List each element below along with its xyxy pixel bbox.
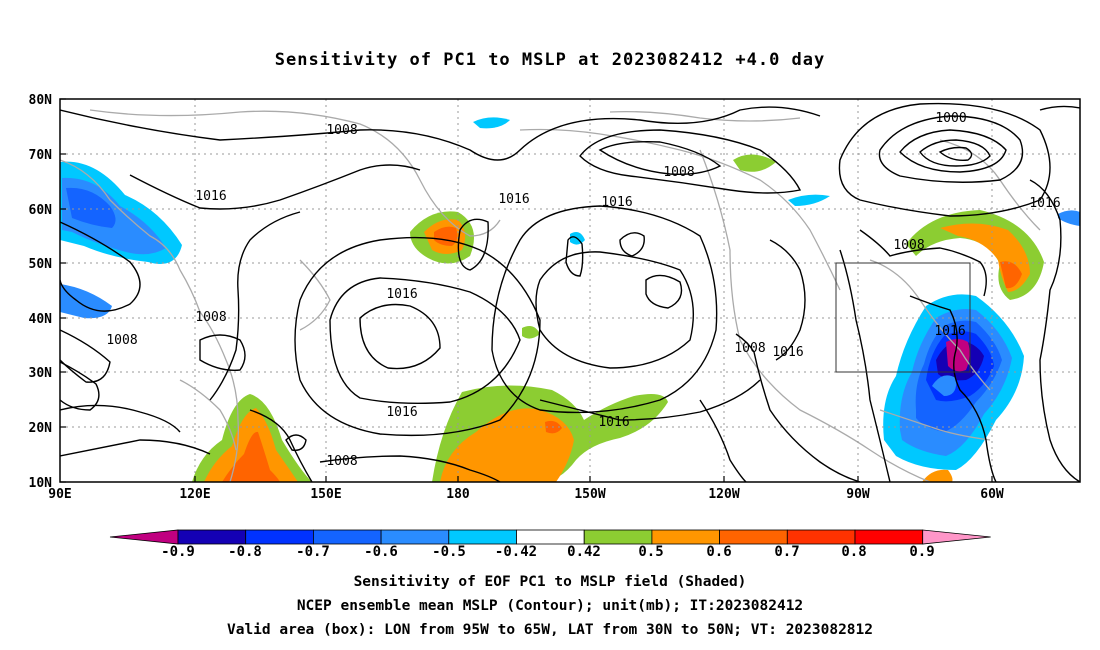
- colorbar-label: -0.42: [495, 544, 537, 560]
- contour-label: 1016: [1029, 196, 1060, 211]
- colorbar-label: -0.5: [432, 544, 466, 560]
- lon-label: 60W: [980, 487, 1004, 502]
- colorbar-label: 0.5: [638, 544, 663, 560]
- colorbar-label: 0.9: [909, 544, 934, 560]
- contour-label: 1016: [598, 415, 629, 430]
- longitude-labels: 90E 120E 150E 180 150W 120W 90W 60W: [48, 487, 1004, 502]
- positive-patch-alaska: [733, 154, 776, 172]
- contour-label: 1000: [935, 111, 966, 126]
- contour-label: 1016: [934, 324, 965, 339]
- contour-label: 1016: [195, 189, 226, 204]
- colorbar-swatch: [719, 529, 788, 545]
- colorbar-label: -0.7: [296, 544, 330, 560]
- colorbar-label: 0.42: [567, 544, 601, 560]
- negative-patch-atlantic: [1058, 210, 1080, 226]
- lon-label: 150E: [310, 487, 341, 502]
- lon-label: 120E: [179, 487, 210, 502]
- colorbar-labels: -0.9 -0.8 -0.7 -0.6 -0.5 -0.42 0.42 0.5 …: [161, 544, 935, 560]
- axis-ticks: [60, 98, 993, 483]
- positive-blob-west-pacific-core2: [222, 431, 280, 482]
- valid-area-box: [835, 262, 971, 373]
- negative-patch-canada: [788, 194, 830, 206]
- negative-blob-asia-core2: [66, 187, 116, 228]
- colorbar-swatch: [922, 529, 991, 545]
- lat-label: 70N: [29, 148, 53, 163]
- contour-label: 1008: [663, 165, 694, 180]
- colorbar-swatch: [516, 529, 585, 545]
- contour-label: 1008: [734, 341, 765, 356]
- plot-frame: [59, 98, 1081, 483]
- lat-label: 30N: [29, 366, 53, 381]
- contour-labels: 1008 1016 1008 1000 1016 1016 1016 1016 …: [106, 111, 1060, 469]
- colorbar-swatch: [786, 529, 856, 545]
- colorbar-swatch: [854, 529, 924, 545]
- lat-label: 60N: [29, 203, 53, 218]
- contour-label: 1008: [326, 123, 357, 138]
- mslp-contours: [60, 102, 1080, 482]
- colorbar-label: 0.6: [706, 544, 731, 560]
- lon-label: 90W: [846, 487, 870, 502]
- negative-blob-asia-sw: [60, 284, 112, 319]
- colorbar-swatch: [651, 529, 721, 545]
- positive-patch-pacific: [522, 326, 540, 339]
- footer-line-1: Sensitivity of EOF PC1 to MSLP field (Sh…: [353, 574, 747, 590]
- colorbar-label: -0.6: [364, 544, 398, 560]
- negative-patch-arctic: [473, 117, 510, 129]
- negative-hole: [932, 375, 957, 396]
- colorbar-swatch: [380, 529, 450, 545]
- contour-label: 1016: [772, 345, 803, 360]
- contour-label: 1016: [601, 195, 632, 210]
- contour-label: 1016: [498, 192, 529, 207]
- lat-label: 20N: [29, 421, 53, 436]
- contour-label: 1008: [893, 238, 924, 253]
- lat-label: 40N: [29, 312, 53, 327]
- colorbar-swatch: [245, 529, 314, 545]
- contour-label: 1008: [326, 454, 357, 469]
- contour-label: 1016: [386, 287, 417, 302]
- lon-label: 90E: [48, 487, 71, 502]
- colorbar-swatch: [177, 529, 247, 545]
- colorbar: -0.9 -0.8 -0.7 -0.6 -0.5 -0.42 0.42 0.5 …: [109, 529, 991, 560]
- lat-label: 10N: [29, 476, 53, 491]
- colorbar-swatch: [109, 529, 179, 545]
- footer-line-2: NCEP ensemble mean MSLP (Contour); unit(…: [296, 598, 804, 614]
- footer-line-3: Valid area (box): LON from 95W to 65W, L…: [226, 622, 873, 638]
- colorbar-label: -0.8: [228, 544, 262, 560]
- colorbar-swatch: [448, 529, 517, 545]
- positive-patch-caribbean: [922, 469, 953, 482]
- negative-blob-east-us-center: [946, 339, 970, 372]
- contour-label: 1016: [386, 405, 417, 420]
- colorbar-swatch: [312, 529, 382, 545]
- map-title: Sensitivity of PC1 to MSLP at 2023082412…: [274, 50, 826, 70]
- colorbar-label: 0.8: [841, 544, 866, 560]
- lat-label: 80N: [29, 93, 53, 108]
- shaded-sensitivity: [60, 117, 1080, 482]
- lon-label: 180: [446, 487, 470, 502]
- contour-label: 1008: [195, 310, 226, 325]
- colorbar-boxes: [109, 529, 991, 545]
- lat-label: 50N: [29, 257, 53, 272]
- positive-arc-atlantic-core2: [1000, 261, 1022, 289]
- latitude-labels: 80N 70N 60N 50N 40N 30N 20N 10N: [29, 93, 53, 491]
- contour-label: 1008: [106, 333, 137, 348]
- lon-label: 150W: [574, 487, 605, 502]
- lon-label: 120W: [708, 487, 739, 502]
- colorbar-label: -0.9: [161, 544, 195, 560]
- colorbar-swatch: [583, 529, 653, 545]
- colorbar-label: 0.7: [774, 544, 799, 560]
